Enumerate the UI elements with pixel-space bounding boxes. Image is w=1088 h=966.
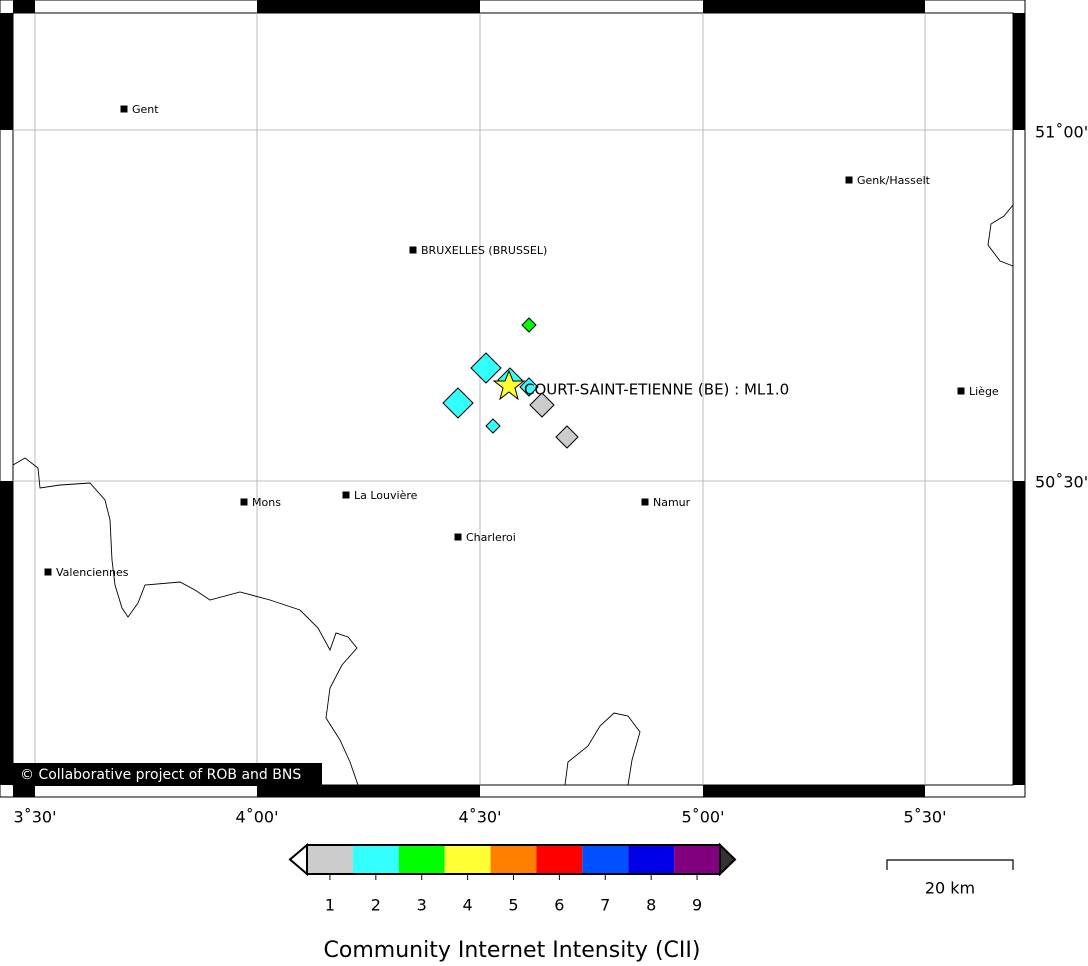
city-label: Gent [132,103,159,116]
legend-title: Community Internet Intensity (CII) [324,938,701,963]
city-label: Namur [653,496,691,509]
reports [442,317,579,449]
city-label: Mons [252,496,281,509]
border-line [987,204,1014,267]
frame-bar [703,785,925,797]
city-label: Genk/Hasselt [857,174,931,187]
frame-bar [1013,481,1025,785]
colorbar-swatch [536,845,583,874]
frame-bar [257,785,480,797]
city-marker [44,568,52,576]
city-label: La Louvière [354,489,418,502]
lat-tick-label: 50˚30' [1035,473,1088,492]
frame-bar [13,785,35,797]
epicenter-star [492,369,526,401]
scale-bar-label: 20 km [925,879,975,898]
lon-tick-label: 4˚00' [236,808,279,827]
intensity-report [485,418,501,434]
colorbar-label: 5 [508,896,518,915]
intensity-report [521,317,537,333]
city-label: Valenciennes [56,566,129,579]
colorbar-swatch [490,845,537,874]
event-label: COURT-SAINT-ETIENNE (BE) : ML1.0 [524,381,789,399]
city-marker [957,387,965,395]
lon-tick-label: 4˚30' [459,808,502,827]
city-label: Liège [969,385,999,398]
colorbar-label: 8 [646,896,656,915]
city-marker [409,246,417,254]
lat-tick-label: 51˚00' [1035,123,1088,142]
city-label: Charleroi [466,531,516,544]
colorbar-swatch [398,845,445,874]
city-marker [240,498,248,506]
lon-tick-label: 5˚30' [904,808,947,827]
copyright: © Collaborative project of ROB and BNS [20,767,301,783]
grid [13,13,1013,785]
intensity-report [519,377,539,397]
colorbar-swatch [444,845,491,874]
colorbar-label: 9 [692,896,702,915]
colorbar-label: 2 [371,896,381,915]
colorbar-label: 7 [600,896,610,915]
city-marker [454,533,462,541]
intensity-report [442,387,474,419]
colorbar-high-arrow [719,842,737,877]
scale-bar: 20 km [886,859,1014,898]
colorbar-swatch [352,845,399,874]
city-label: BRUXELLES (BRUSSEL) [421,244,547,257]
frame-bars [0,0,1025,797]
city-marker [120,105,128,113]
colorbar-label: 4 [463,896,473,915]
intensity-report [470,352,502,384]
colorbar-label: 1 [325,896,335,915]
frame-bar [0,481,13,785]
colorbar-swatch [307,845,353,874]
lon-tick-label: 5˚00' [682,808,725,827]
colorbar-outline [306,844,721,875]
frame-bar [257,0,480,13]
colorbar-swatch [628,845,675,874]
frame-bar [1013,13,1025,130]
border-line [12,457,359,786]
lon-tick-label: 3˚30' [14,808,57,827]
frame-bar [703,0,925,13]
city-marker [342,491,350,499]
colorbar-label: 3 [417,896,427,915]
scale-bar-line [886,859,1014,870]
intensity-report [555,425,579,449]
border-line [564,712,641,786]
city-marker [845,176,853,184]
map-area [12,12,1014,786]
frame-bar [0,13,13,130]
colorbar-label: 6 [554,896,564,915]
colorbar: 1 2 3 4 5 6 7 8 9 [288,842,737,915]
intensity-report [529,392,555,418]
city-marker [641,498,649,506]
colorbar-swatch [674,845,720,874]
borders [12,204,1014,786]
frame-bar [13,0,35,13]
copyright-box [13,763,322,786]
colorbar-swatch [582,845,629,874]
colorbar-low-arrow [288,842,308,877]
